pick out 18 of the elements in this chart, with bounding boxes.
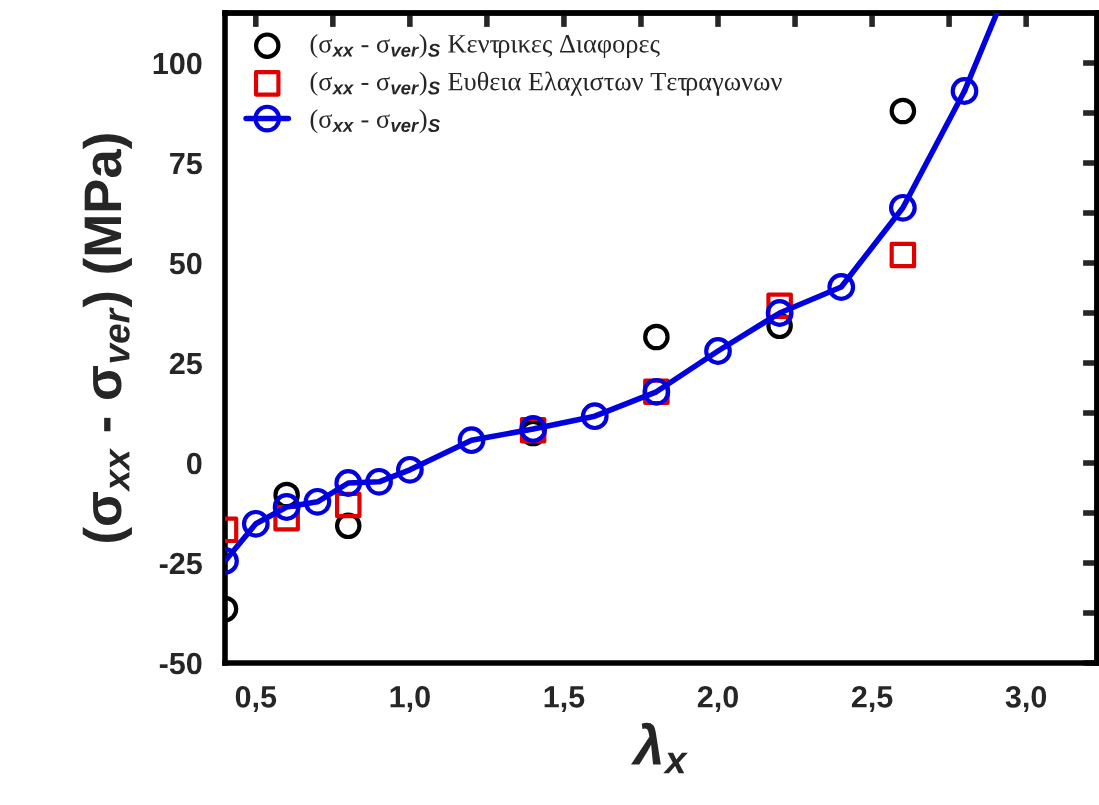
y-tick-label: -25 xyxy=(159,552,202,575)
legend-label: (σ$_{xx}$ - σ$_{ver}$)$_{S}$ xyxy=(310,109,440,134)
y-tick-label: -50 xyxy=(159,652,202,675)
y-tick-label: 75 xyxy=(170,153,202,175)
x-tick-label: 3,0 xyxy=(1005,686,1047,713)
x-tick-label: 2,0 xyxy=(697,686,738,713)
y-tick-label: 25 xyxy=(169,352,202,375)
legend-label: (σ$_{xx}$ - σ$_{ver}$)$_{S}$ Ευθεια Ελαχιστων Τετραγωνων xyxy=(310,71,782,96)
y-tick-label: 50 xyxy=(169,252,202,275)
x-axis-title: λ$_{x}$ xyxy=(631,722,688,774)
x-tick-label: 1,5 xyxy=(544,686,585,713)
x-tick-label: 2,5 xyxy=(851,686,893,713)
y-axis-title: (σ$_{xx}$ - σ$_{ver}$) (MPa) xyxy=(82,134,132,542)
y-tick-label: 100 xyxy=(153,52,202,75)
y-tick-label: 0 xyxy=(186,452,202,475)
x-tick-label: 1,0 xyxy=(390,686,430,713)
x-tick-label: 0,5 xyxy=(235,686,277,713)
legend-label: (σ$_{xx}$ - σ$_{ver}$)$_{S}$ Κεντρικες Διαφορες xyxy=(310,34,660,59)
